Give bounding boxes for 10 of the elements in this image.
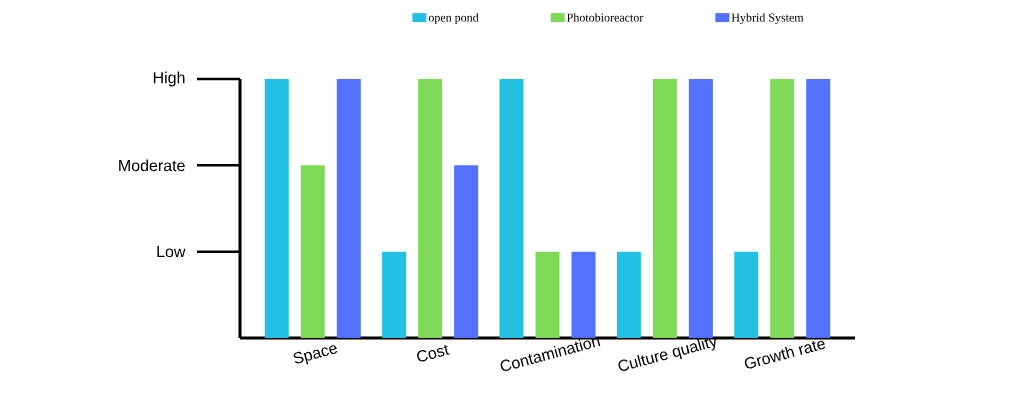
x-tick-label: Cost bbox=[417, 344, 450, 362]
legend-label: Hybrid System bbox=[731, 13, 804, 25]
x-tick-label: Culture quality bbox=[618, 337, 716, 371]
x-tick-label: Growth rate bbox=[744, 340, 826, 369]
legend-label: Photobioreactor bbox=[567, 13, 644, 22]
x-tick-label: Space bbox=[293, 345, 338, 365]
text: Low bbox=[157, 246, 186, 258]
text: High bbox=[153, 71, 185, 87]
text: Moderate bbox=[119, 159, 185, 172]
legend-label: open pond bbox=[428, 13, 479, 25]
